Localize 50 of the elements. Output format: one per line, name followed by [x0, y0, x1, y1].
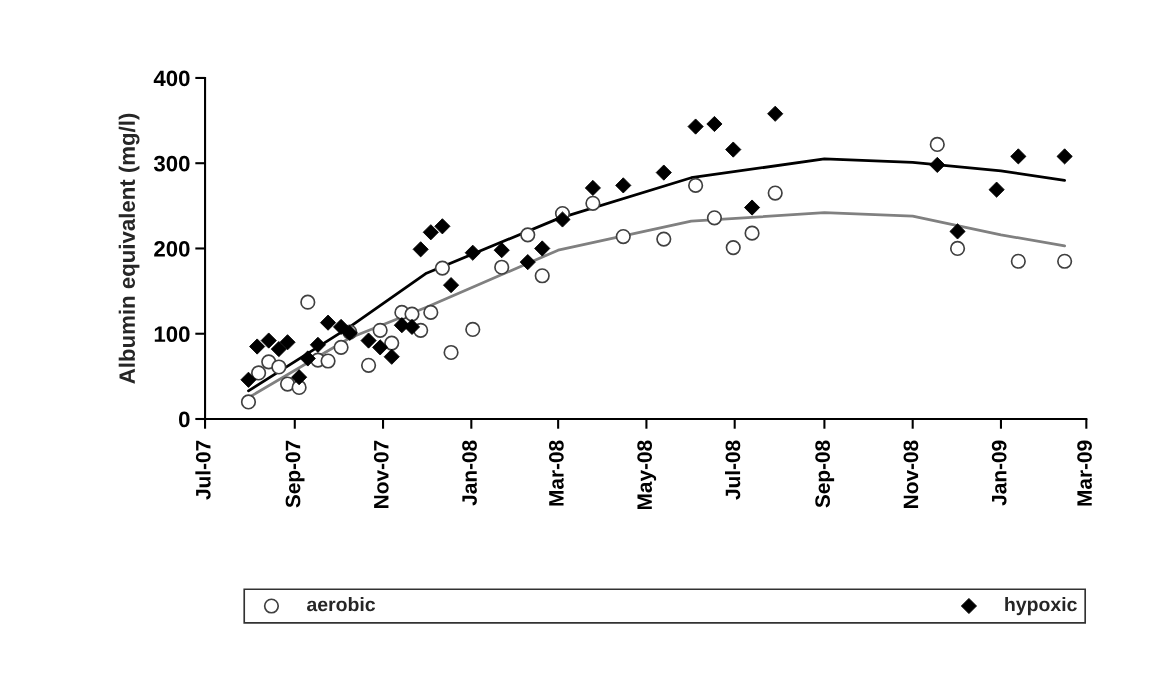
- point: [1057, 253, 1073, 269]
- y-tick-label: 100: [154, 326, 190, 342]
- x-tick-label: May-08: [637, 440, 657, 510]
- line-series: [247, 157, 1067, 393]
- x-tick-label: Mar-08: [548, 440, 564, 506]
- point: [360, 357, 377, 373]
- point: [688, 177, 704, 193]
- point: [423, 304, 439, 321]
- x-tick-label: Sep-08: [815, 440, 835, 508]
- x-tick-label: Sep-07: [285, 440, 305, 508]
- legend-label: aerobic: [307, 597, 376, 612]
- point: [250, 365, 267, 381]
- point: [422, 224, 439, 241]
- x-tick-label: Jul-07: [195, 440, 211, 500]
- point: [706, 115, 723, 133]
- point: [333, 339, 349, 355]
- point: [929, 136, 945, 153]
- x-tick-label: Jan-08: [462, 440, 477, 506]
- point: [706, 210, 723, 226]
- point: [465, 321, 481, 338]
- point: [767, 185, 783, 201]
- point: [615, 228, 631, 245]
- x-tick-label: Nov-07: [373, 440, 389, 508]
- point: [300, 294, 316, 310]
- point: [1010, 253, 1026, 269]
- point: [434, 260, 450, 276]
- point: [744, 225, 760, 241]
- x-tick-label: Nov-08: [903, 440, 919, 508]
- y-tick-label: 0: [178, 411, 190, 428]
- x-tick-label: Mar-09: [1077, 440, 1092, 506]
- legend-label: hypoxic: [1005, 597, 1077, 616]
- point: [949, 240, 966, 257]
- point: [656, 231, 672, 247]
- point: [404, 306, 420, 322]
- point: [585, 195, 601, 211]
- point: [520, 227, 536, 243]
- y-tick-label: 400: [153, 70, 190, 87]
- y-tick-label: 200: [154, 241, 190, 257]
- y-axis-title: Albumin equivalent (mg/l): [118, 113, 140, 384]
- y-tick-label: 300: [153, 155, 190, 172]
- point: [372, 322, 388, 338]
- x-tick-label: Jan-09: [991, 440, 1007, 506]
- x-tick-label: Jul-08: [724, 440, 741, 500]
- point: [494, 259, 510, 275]
- point: [443, 344, 459, 361]
- point: [725, 240, 741, 256]
- point: [534, 268, 550, 284]
- point: [320, 353, 336, 369]
- point: [271, 359, 287, 375]
- point: [240, 394, 257, 410]
